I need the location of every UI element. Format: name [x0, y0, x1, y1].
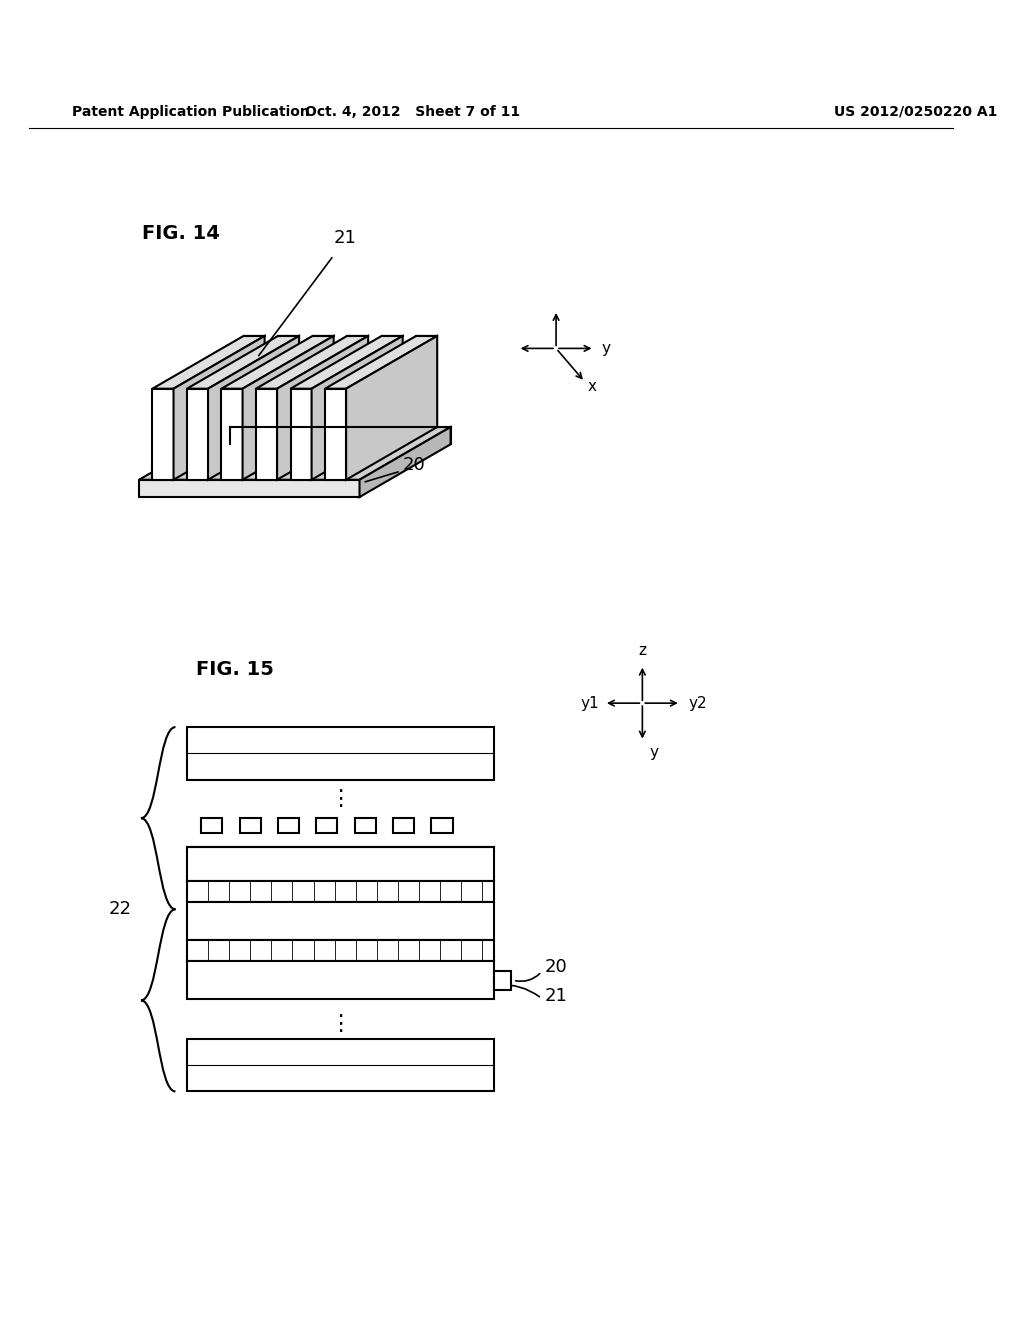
Bar: [240, 818, 261, 833]
Bar: [187, 940, 494, 961]
Text: y2: y2: [689, 696, 708, 710]
Polygon shape: [153, 337, 264, 388]
Bar: [187, 847, 494, 880]
Text: y: y: [649, 746, 658, 760]
Bar: [393, 818, 414, 833]
Polygon shape: [325, 337, 437, 388]
Text: FIG. 15: FIG. 15: [196, 660, 273, 678]
Text: ⋮: ⋮: [330, 1014, 351, 1035]
Polygon shape: [187, 337, 299, 388]
Polygon shape: [221, 337, 334, 388]
Polygon shape: [243, 337, 334, 479]
Polygon shape: [256, 337, 369, 388]
Polygon shape: [173, 337, 264, 479]
Polygon shape: [359, 428, 451, 498]
Polygon shape: [291, 337, 402, 388]
Bar: [187, 1039, 494, 1092]
Text: 21: 21: [334, 230, 356, 247]
Polygon shape: [187, 388, 208, 479]
Polygon shape: [278, 337, 369, 479]
Bar: [202, 818, 222, 833]
Text: z: z: [638, 643, 646, 657]
Bar: [279, 818, 299, 833]
Text: FIG. 14: FIG. 14: [142, 224, 220, 243]
Polygon shape: [221, 388, 243, 479]
Polygon shape: [291, 388, 311, 479]
Text: 21: 21: [545, 986, 567, 1005]
Text: Patent Application Publication: Patent Application Publication: [72, 104, 309, 119]
Bar: [187, 902, 494, 940]
Text: x: x: [588, 379, 597, 395]
Bar: [187, 880, 494, 902]
Text: 20: 20: [402, 457, 426, 474]
Polygon shape: [325, 388, 346, 479]
Text: y: y: [601, 341, 610, 356]
Bar: [354, 818, 376, 833]
Polygon shape: [153, 388, 173, 479]
Bar: [494, 970, 511, 990]
Text: Oct. 4, 2012   Sheet 7 of 11: Oct. 4, 2012 Sheet 7 of 11: [305, 104, 520, 119]
Bar: [316, 818, 338, 833]
Polygon shape: [256, 388, 278, 479]
Polygon shape: [346, 337, 437, 479]
Polygon shape: [139, 428, 451, 479]
Polygon shape: [139, 479, 359, 498]
Text: ⋮: ⋮: [330, 789, 351, 809]
Text: 22: 22: [109, 900, 131, 919]
Bar: [187, 727, 494, 780]
Bar: [187, 961, 494, 999]
Bar: [431, 818, 453, 833]
Polygon shape: [208, 337, 299, 479]
Text: 20: 20: [545, 958, 567, 975]
Polygon shape: [311, 337, 402, 479]
Text: US 2012/0250220 A1: US 2012/0250220 A1: [835, 104, 997, 119]
Text: y1: y1: [581, 696, 599, 710]
